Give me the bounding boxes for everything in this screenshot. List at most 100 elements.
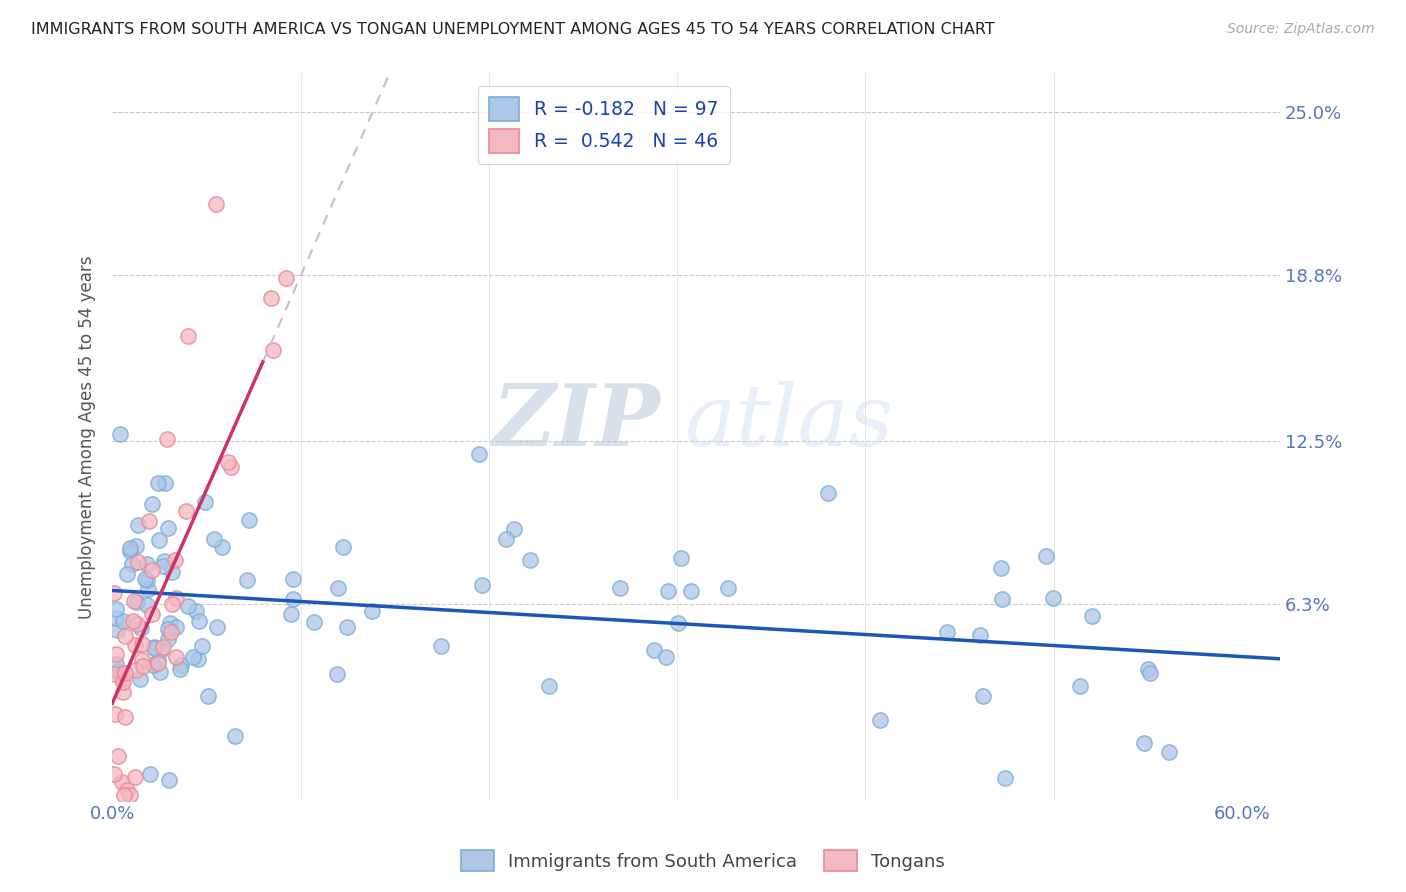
Point — [160, 565, 183, 579]
Point — [157, 521, 180, 535]
Point — [283, 572, 305, 586]
Point — [165, 650, 187, 665]
Point — [103, 586, 125, 600]
Point — [187, 652, 209, 666]
Point — [260, 291, 283, 305]
Point — [112, 789, 135, 803]
Point — [224, 729, 246, 743]
Point — [146, 475, 169, 490]
Point — [165, 620, 187, 634]
Point — [519, 553, 541, 567]
Point — [156, 432, 179, 446]
Point — [969, 628, 991, 642]
Point — [156, 622, 179, 636]
Point — [935, 624, 957, 639]
Point — [817, 486, 839, 500]
Point — [717, 581, 740, 595]
Y-axis label: Unemployment Among Ages 45 to 54 years: Unemployment Among Ages 45 to 54 years — [79, 255, 96, 618]
Point — [1069, 679, 1091, 693]
Point — [1159, 745, 1181, 759]
Point — [114, 628, 136, 642]
Point — [1081, 608, 1104, 623]
Point — [105, 610, 128, 624]
Point — [657, 583, 679, 598]
Point — [141, 607, 163, 622]
Point — [666, 616, 689, 631]
Legend: R = -0.182   N = 97, R =  0.542   N = 46: R = -0.182 N = 97, R = 0.542 N = 46 — [478, 86, 730, 164]
Point — [869, 713, 891, 727]
Point — [129, 621, 152, 635]
Point — [169, 662, 191, 676]
Point — [104, 707, 127, 722]
Point — [972, 690, 994, 704]
Point — [655, 649, 678, 664]
Point — [1132, 736, 1154, 750]
Point — [274, 271, 297, 285]
Point — [994, 771, 1017, 785]
Text: ZIP: ZIP — [494, 381, 661, 464]
Point — [177, 599, 200, 614]
Point — [236, 574, 259, 588]
Point — [280, 607, 302, 622]
Point — [191, 640, 214, 654]
Point — [120, 544, 142, 558]
Point — [108, 427, 131, 442]
Point — [107, 748, 129, 763]
Point — [136, 598, 159, 612]
Point — [194, 494, 217, 508]
Point — [149, 665, 172, 680]
Point — [1042, 591, 1064, 606]
Point — [1139, 665, 1161, 680]
Point — [468, 447, 491, 461]
Point — [118, 541, 141, 555]
Point — [112, 665, 135, 680]
Point — [127, 518, 149, 533]
Point — [142, 658, 165, 673]
Point — [157, 772, 180, 787]
Point — [176, 328, 198, 343]
Point — [146, 656, 169, 670]
Point — [153, 554, 176, 568]
Point — [160, 625, 183, 640]
Text: atlas: atlas — [685, 381, 893, 464]
Point — [1136, 662, 1159, 676]
Point — [107, 664, 129, 678]
Point — [152, 558, 174, 573]
Point — [471, 578, 494, 592]
Text: Source: ZipAtlas.com: Source: ZipAtlas.com — [1227, 22, 1375, 37]
Point — [165, 591, 187, 605]
Point — [124, 770, 146, 784]
Point — [503, 522, 526, 536]
Point — [211, 540, 233, 554]
Point — [1035, 549, 1057, 563]
Text: IMMIGRANTS FROM SOUTH AMERICA VS TONGAN UNEMPLOYMENT AMONG AGES 45 TO 54 YEARS C: IMMIGRANTS FROM SOUTH AMERICA VS TONGAN … — [31, 22, 994, 37]
Point — [139, 767, 162, 781]
Point — [127, 555, 149, 569]
Point — [114, 666, 136, 681]
Point — [141, 563, 163, 577]
Point — [124, 663, 146, 677]
Point — [157, 632, 180, 646]
Point — [111, 775, 134, 789]
Point — [360, 604, 382, 618]
Point — [118, 789, 141, 803]
Point — [135, 573, 157, 587]
Point — [159, 616, 181, 631]
Point — [138, 514, 160, 528]
Point — [181, 649, 204, 664]
Point — [150, 643, 173, 657]
Legend: Immigrants from South America, Tongans: Immigrants from South America, Tongans — [454, 843, 952, 879]
Point — [184, 604, 207, 618]
Point — [121, 614, 143, 628]
Point — [681, 584, 703, 599]
Point — [262, 343, 284, 358]
Point — [125, 595, 148, 609]
Point — [538, 679, 561, 693]
Point — [111, 672, 134, 686]
Point — [138, 582, 160, 596]
Point — [990, 561, 1012, 575]
Point — [990, 591, 1012, 606]
Point — [430, 639, 453, 653]
Point — [146, 654, 169, 668]
Point — [124, 593, 146, 607]
